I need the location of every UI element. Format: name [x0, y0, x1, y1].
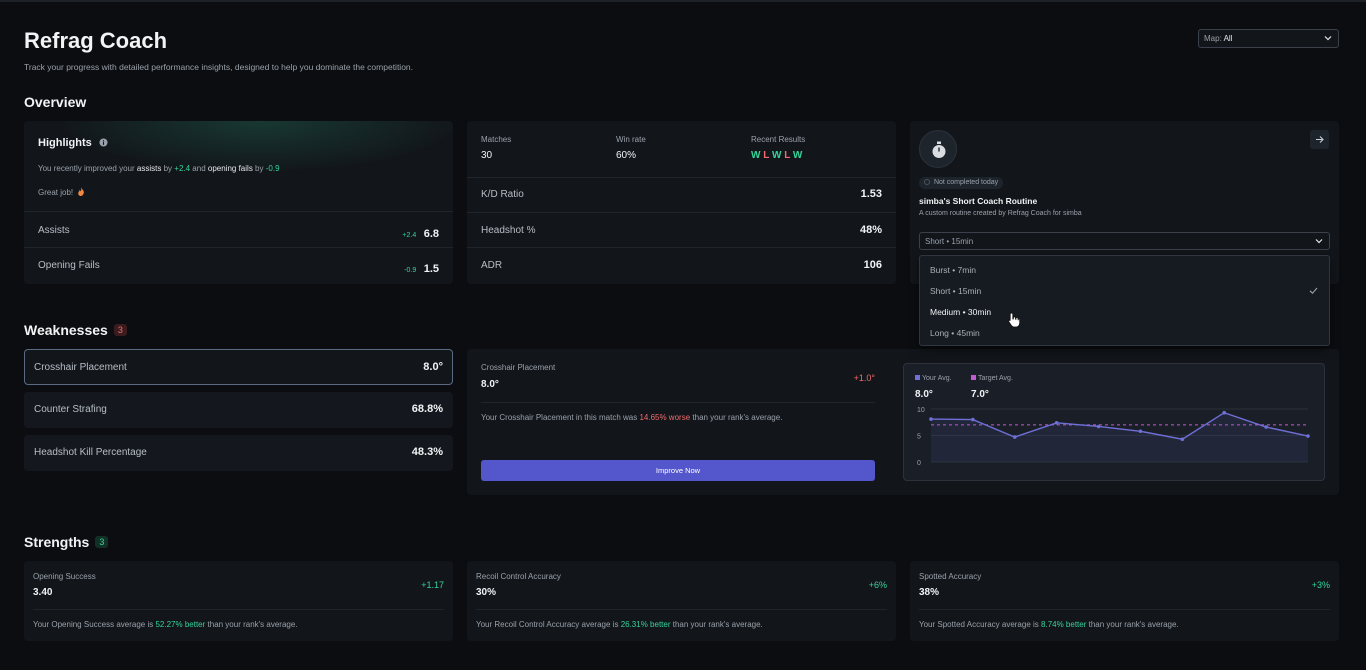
detail-delta: +1.0°	[853, 373, 875, 383]
result-2: L	[763, 150, 770, 161]
routine-icon-wrap	[919, 130, 957, 168]
assists-label: Assists	[38, 225, 70, 236]
result-3: W	[771, 150, 782, 161]
y-tick-label: 0	[917, 460, 921, 467]
weakness-item-crosshair[interactable]: Crosshair Placement 8.0°	[24, 349, 453, 385]
series-line	[930, 411, 1309, 440]
target-avg-value: 7.0°	[971, 389, 989, 400]
map-select[interactable]: Map: All	[1198, 29, 1339, 48]
weaknesses-heading: Weaknesses 3	[24, 322, 127, 338]
stats-card	[467, 121, 896, 284]
improve-now-button[interactable]: Improve Now	[481, 460, 875, 481]
matches-label: Matches	[481, 135, 512, 144]
routine-open-button[interactable]	[1310, 130, 1329, 149]
chevron-down-icon	[1315, 239, 1323, 244]
matches-value: 30	[481, 150, 493, 161]
assists-value: 6.8	[423, 228, 439, 240]
great-job-text: Great job!	[38, 187, 85, 197]
fire-icon	[78, 187, 85, 196]
arrow-right-icon	[1316, 136, 1324, 143]
highlights-glow	[24, 121, 453, 181]
recent-results: W L W L W	[751, 150, 802, 161]
adr-label: ADR	[481, 260, 503, 271]
assists-delta: +2.4	[402, 232, 417, 239]
routine-title: simba's Short Coach Routine	[919, 196, 1038, 206]
weakness-item-counter-strafing[interactable]: Counter Strafing 68.8%	[24, 392, 453, 428]
weaknesses-count-badge: 3	[113, 324, 127, 336]
routine-length-select[interactable]: Short • 15min	[919, 232, 1330, 250]
data-point	[929, 417, 933, 421]
data-point	[1138, 429, 1143, 434]
check-icon	[1309, 287, 1318, 294]
hand-cursor-icon	[1008, 312, 1020, 328]
y-tick-label: 5	[917, 434, 921, 441]
winrate-label: Win rate	[616, 135, 646, 144]
detail-text: Your Crosshair Placement in this match w…	[481, 413, 783, 422]
option-long[interactable]: Long • 45min	[930, 328, 980, 338]
detail-value: 8.0°	[481, 379, 499, 390]
page-subtitle: Track your progress with detailed perfor…	[24, 62, 414, 72]
result-1: W	[751, 150, 761, 161]
y-tick-label: 10	[917, 407, 925, 414]
map-select-label: Map:	[1204, 34, 1222, 43]
result-5: W	[792, 150, 803, 161]
legend-target: Target Avg.	[971, 375, 1013, 382]
status-dot-icon	[924, 179, 930, 185]
headshot-value: 48%	[859, 224, 882, 236]
strength-card-opening-success: Opening Success 3.40 +1.17 Your Opening …	[24, 561, 453, 641]
headshot-label: Headshot %	[481, 225, 536, 236]
data-point	[1306, 434, 1310, 438]
stopwatch-icon	[932, 141, 946, 158]
opening-fails-value: 1.5	[423, 263, 439, 275]
strengths-count-badge: 3	[95, 536, 109, 548]
data-point	[1264, 425, 1268, 429]
strength-card-recoil-control: Recoil Control Accuracy 30% +6% Your Rec…	[467, 561, 896, 641]
result-4: L	[784, 150, 791, 161]
page-title: Refrag Coach	[24, 28, 168, 53]
line-chart: 10 5 0	[917, 407, 1310, 467]
data-point	[1180, 437, 1185, 442]
your-avg-value: 8.0°	[915, 389, 933, 400]
strength-card-spotted-accuracy: Spotted Accuracy 38% +3% Your Spotted Ac…	[910, 561, 1339, 641]
opening-fails-label: Opening Fails	[38, 260, 100, 271]
chevron-down-icon	[1324, 36, 1332, 41]
weakness-item-headshot-kill[interactable]: Headshot Kill Percentage 48.3%	[24, 435, 453, 471]
routine-length-dropdown: Burst • 7min Short • 15min Medium • 30mi…	[919, 255, 1330, 346]
recent-results-label: Recent Results	[751, 135, 806, 144]
chart-panel	[903, 363, 1325, 481]
routine-status-badge: Not completed today	[919, 177, 1004, 189]
option-burst[interactable]: Burst • 7min	[930, 265, 976, 275]
detail-title: Crosshair Placement	[481, 363, 556, 372]
data-point	[1096, 424, 1101, 429]
routine-desc: A custom routine created by Refrag Coach…	[919, 210, 1082, 217]
legend-your-swatch	[915, 375, 920, 380]
series-area	[931, 412, 1308, 462]
routine-length-value: Short • 15min	[925, 237, 974, 246]
data-point	[1222, 410, 1227, 415]
legend-your: Your Avg.	[915, 375, 952, 382]
top-border	[0, 0, 1366, 2]
option-short[interactable]: Short • 15min	[930, 286, 982, 296]
info-icon[interactable]	[99, 138, 108, 147]
option-medium[interactable]: Medium • 30min	[930, 307, 992, 317]
legend-target-swatch	[971, 375, 976, 380]
kd-value: 1.53	[860, 188, 882, 200]
map-select-value: All	[1223, 34, 1233, 43]
kd-label: K/D Ratio	[481, 189, 524, 200]
data-point	[1054, 420, 1059, 425]
highlights-text: You recently improved your assists by +2…	[38, 164, 280, 173]
strengths-heading: Strengths 3	[24, 534, 109, 550]
data-point	[1012, 435, 1017, 439]
highlights-title: Highlights	[38, 137, 92, 149]
overview-heading: Overview	[24, 94, 87, 110]
data-point	[971, 417, 975, 422]
winrate-value: 60%	[616, 150, 637, 161]
highlights-card	[24, 121, 453, 284]
adr-value: 106	[863, 259, 882, 271]
opening-fails-delta: -0.9	[404, 267, 417, 274]
